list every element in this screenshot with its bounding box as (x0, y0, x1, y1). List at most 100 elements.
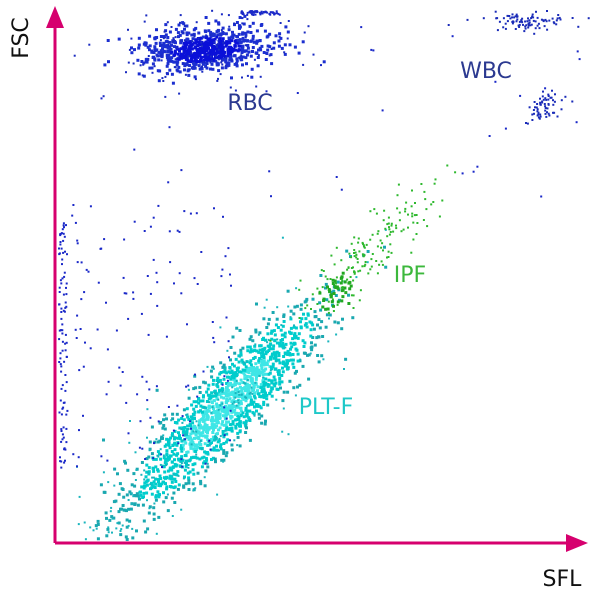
cell-dot (286, 30, 290, 34)
cell-dot (249, 391, 252, 394)
y-axis-label: FSC (9, 17, 34, 59)
cell-dot (309, 352, 312, 355)
cell-dot (220, 66, 224, 70)
cell-dot (199, 443, 203, 447)
cell-dot (160, 59, 163, 62)
cell-dot (62, 251, 65, 254)
cell-dot (134, 451, 137, 454)
cell-dot (100, 247, 103, 250)
cell-dot (138, 497, 141, 501)
cell-dot (115, 329, 118, 332)
cell-dot (185, 37, 189, 41)
cell-dot (203, 47, 207, 51)
cell-dot (192, 33, 195, 36)
cell-dot (299, 320, 302, 324)
cell-dot (164, 95, 167, 98)
cell-dot (245, 39, 249, 43)
cell-dot (276, 306, 279, 309)
cell-dot (154, 477, 158, 481)
cell-dot (296, 336, 300, 340)
cell-dot (192, 447, 196, 451)
cell-dot (211, 45, 214, 49)
cell-dot (279, 22, 282, 24)
cell-dot (63, 226, 65, 229)
cell-dot (223, 375, 226, 378)
cell-dot (63, 271, 66, 274)
cell-dot (249, 54, 253, 58)
cell-dot (233, 374, 237, 378)
cell-dot (289, 341, 293, 345)
cell-dot (216, 493, 219, 496)
cell-dot (154, 495, 158, 499)
cell-dot (392, 230, 395, 233)
cell-dot (197, 43, 201, 47)
cell-dot (167, 44, 170, 47)
cell-dot (361, 265, 364, 268)
cell-dot (340, 327, 344, 331)
cell-dot (325, 298, 329, 302)
cell-dot (204, 16, 208, 19)
cell-dot (251, 339, 255, 343)
cell-dot (252, 366, 255, 369)
cell-dot (536, 103, 539, 105)
cell-dot (227, 420, 231, 424)
cell-dot (127, 61, 130, 64)
cell-dot (175, 453, 179, 457)
cell-dot (217, 58, 220, 61)
cell-dot (506, 20, 509, 23)
cell-dot (349, 284, 353, 288)
cell-dot (306, 313, 310, 317)
cell-dot (184, 438, 187, 441)
cell-dot (156, 478, 160, 481)
cell-dot (269, 11, 272, 14)
cell-dot (295, 304, 299, 308)
cell-dot (162, 454, 165, 457)
cell-dot (222, 370, 226, 374)
cell-dot (175, 421, 179, 425)
cell-dot (155, 28, 158, 32)
cell-dot (229, 273, 231, 276)
cell-dot (132, 62, 135, 65)
cell-dot (340, 289, 344, 293)
cell-dot (277, 358, 281, 362)
cell-dot (346, 268, 349, 271)
cell-dot (254, 330, 258, 334)
cell-dot (571, 17, 574, 19)
cell-dot (190, 55, 194, 58)
cell-dot (224, 32, 228, 36)
cell-dot (545, 115, 548, 118)
cell-dot (222, 52, 225, 56)
cell-dot (171, 432, 174, 436)
cell-dot (265, 361, 269, 365)
cell-dot (384, 227, 387, 230)
cell-dot (241, 49, 245, 52)
cell-dot (249, 369, 253, 372)
cell-dot (177, 35, 180, 39)
cell-dot (102, 95, 105, 98)
cell-dot (106, 39, 110, 42)
cell-dot (162, 491, 165, 495)
cell-dot (269, 389, 273, 393)
cell-dot (238, 406, 242, 410)
cell-dot (235, 59, 239, 63)
cell-dot (352, 279, 355, 282)
cell-dot (175, 412, 179, 416)
cell-dot (109, 510, 112, 513)
cell-dot (184, 459, 188, 463)
cell-dot (400, 230, 403, 233)
cell-dot (327, 311, 330, 314)
cell-dot (190, 443, 193, 446)
cell-dot (362, 255, 365, 258)
cell-dot (149, 487, 152, 491)
cell-dot (218, 391, 222, 395)
cell-dot (162, 500, 166, 504)
cell-dot (167, 41, 170, 44)
cell-dot (60, 460, 63, 463)
cell-dot (271, 365, 275, 369)
cell-dot (243, 368, 247, 372)
cell-dot (167, 56, 171, 60)
cell-dot (125, 493, 129, 497)
cell-dot (249, 395, 253, 399)
cell-dot (259, 395, 263, 399)
cell-dot (376, 272, 379, 275)
